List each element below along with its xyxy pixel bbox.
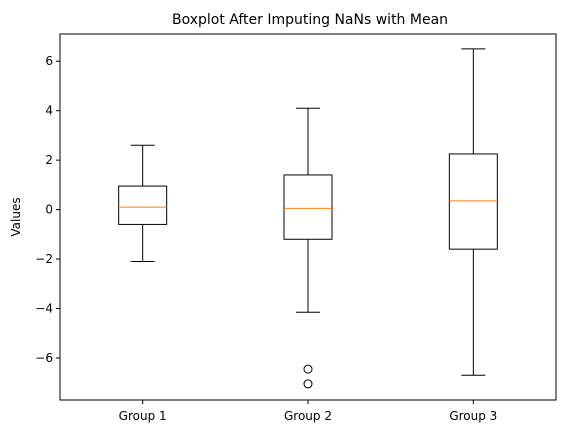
y-tick-label: −4 bbox=[35, 302, 53, 316]
x-tick-label: Group 3 bbox=[449, 409, 497, 423]
plot-area: 6 4 2 0 −2 −4 −6 Group 1 Group 2 Group 3 bbox=[35, 48, 498, 423]
group-1-box bbox=[118, 185, 168, 225]
y-axis-label: Values bbox=[9, 197, 23, 236]
x-tick-label: Group 1 bbox=[119, 409, 167, 423]
plot-frame bbox=[59, 33, 557, 401]
group-2-outlier bbox=[303, 379, 313, 389]
y-tick-label: 0 bbox=[45, 203, 53, 217]
chart-title: Boxplot After Imputing NaNs with Mean bbox=[172, 12, 448, 28]
y-tick-label: −6 bbox=[35, 351, 53, 365]
y-tick-label: 4 bbox=[45, 104, 53, 118]
group-2-outlier bbox=[303, 364, 313, 374]
y-tick-label: 6 bbox=[45, 54, 53, 68]
y-tick-label: −2 bbox=[35, 252, 53, 266]
group-2-box bbox=[283, 174, 333, 240]
group-3-box bbox=[448, 153, 498, 250]
x-tick-label: Group 2 bbox=[284, 409, 332, 423]
y-tick-label: 2 bbox=[45, 153, 53, 167]
